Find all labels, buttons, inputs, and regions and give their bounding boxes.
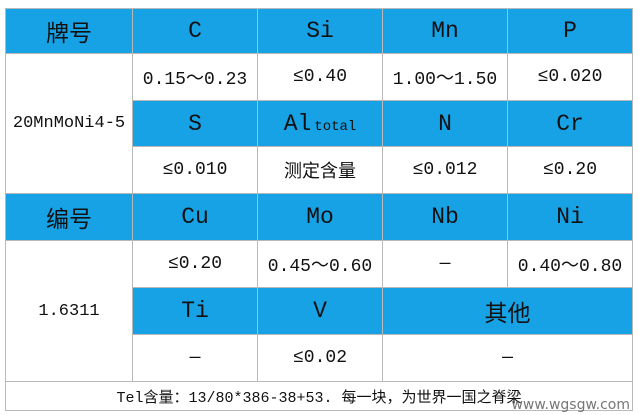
value-cell: — <box>382 334 633 382</box>
value-cell: ≤0.20 <box>132 240 258 288</box>
value-cell: 0.15～0.23 <box>132 53 258 101</box>
header-cell: Al total <box>257 100 383 147</box>
header-cell: Ti <box>132 287 258 335</box>
table-row: ≤0.010 测定含量 ≤0.012 ≤0.20 <box>6 146 633 194</box>
header-cell: 其他 <box>382 287 633 335</box>
header-cell: Mn <box>382 8 508 54</box>
header-cell: C <box>132 8 258 54</box>
header-cell: 编号 <box>5 193 133 241</box>
value-cell: 1.00～1.50 <box>382 53 508 101</box>
header-cell: Cr <box>507 100 633 147</box>
header-cell: S <box>132 100 258 147</box>
value-cell: 0.45～0.60 <box>257 240 383 288</box>
watermark: www.wgsgw.com <box>511 397 630 413</box>
header-cell: Nb <box>382 193 508 241</box>
table-row: S Al total N Cr <box>6 100 633 147</box>
value-cell: 0.40～0.80 <box>507 240 633 288</box>
table-row: 1.6311 ≤0.20 0.45～0.60 — 0.40～0.80 <box>5 240 633 382</box>
header-cell: Ni <box>507 193 633 241</box>
header-cell: 牌号 <box>5 8 133 54</box>
value-cell: ≤0.012 <box>382 146 508 194</box>
value-cell: ≤0.40 <box>257 53 383 101</box>
element-symbol: Al <box>283 110 312 137</box>
value-cell: ≤0.02 <box>257 334 383 382</box>
grade-cell: 20MnMoNi4-5 <box>5 53 133 194</box>
header-cell: Si <box>257 8 383 54</box>
header-cell: Mo <box>257 193 383 241</box>
composition-table: 牌号 C Si Mn P 20MnMoNi4-5 0.15～0.23 ≤0.40… <box>5 8 633 411</box>
header-cell: Cu <box>132 193 258 241</box>
number-cell: 1.6311 <box>5 240 133 382</box>
table-row: Tel含量：13/80*386-38+53. 每一块，为世界一国之脊梁 <box>5 381 633 411</box>
table-row: 20MnMoNi4-5 0.15～0.23 ≤0.40 1.00～1.50 ≤0… <box>5 53 633 194</box>
header-cell: N <box>382 100 508 147</box>
value-cell: — <box>382 240 508 288</box>
element-subscript: total <box>314 118 357 135</box>
table-row: 编号 Cu Mo Nb Ni <box>5 193 633 241</box>
table-row: 牌号 C Si Mn P <box>5 8 633 54</box>
value-cell: ≤0.020 <box>507 53 633 101</box>
header-cell: P <box>507 8 633 54</box>
value-cell: ≤0.010 <box>132 146 258 194</box>
value-cell: 测定含量 <box>257 146 383 194</box>
value-cell: — <box>132 334 258 382</box>
header-cell: V <box>257 287 383 335</box>
footer-note: Tel含量：13/80*386-38+53. 每一块，为世界一国之脊梁 <box>5 381 633 411</box>
value-cell: ≤0.20 <box>507 146 633 194</box>
